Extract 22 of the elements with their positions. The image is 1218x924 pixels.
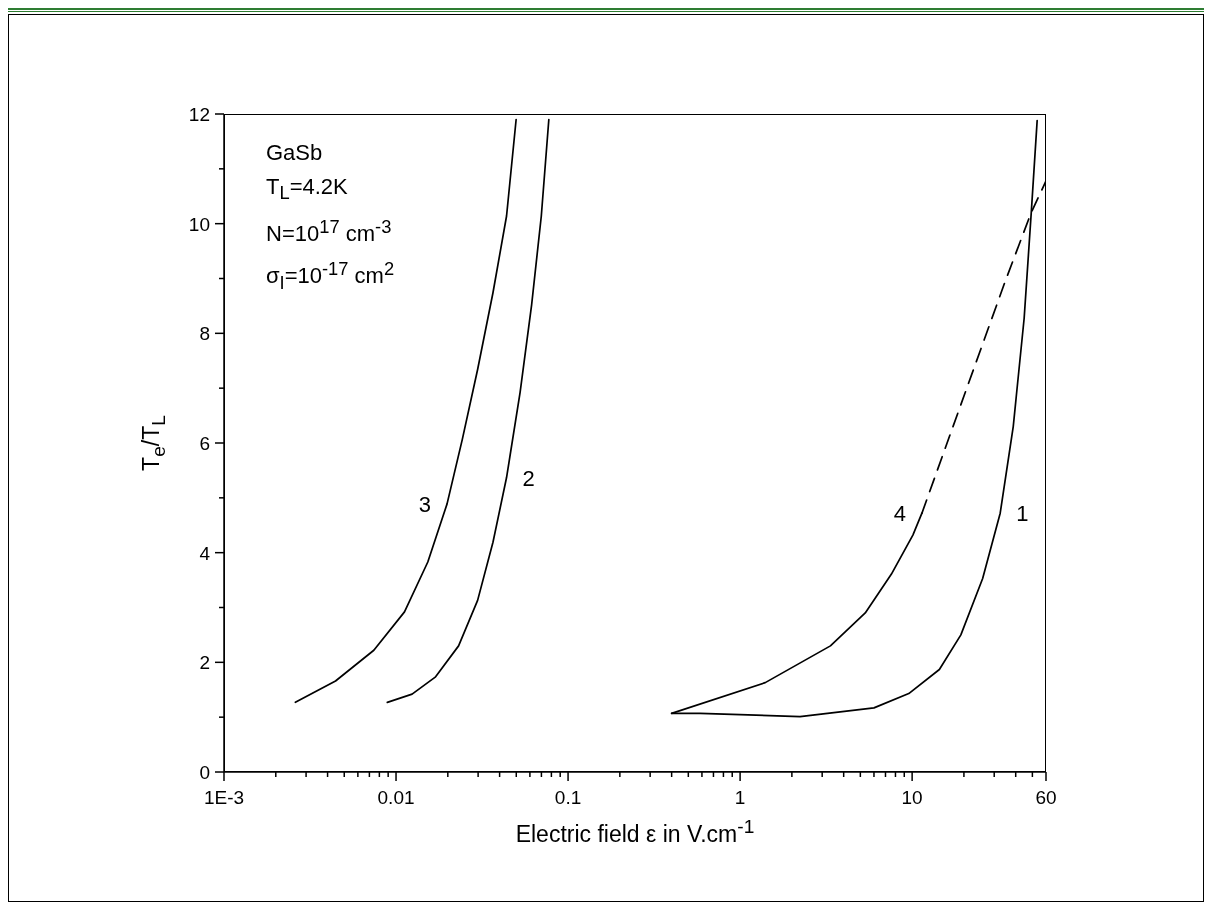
x-axis-title: Electric field ε in V.cm$^{-1}$ bbox=[514, 816, 756, 848]
series-label: 3 bbox=[418, 491, 432, 517]
annotation: T$_{L}$=4.2K bbox=[266, 173, 349, 206]
series-label: 2 bbox=[522, 465, 535, 491]
annotation: σ$_{I}$=10$^{-17}$ cm$^{2}$ bbox=[266, 256, 395, 295]
y-tick-label: 12 bbox=[188, 104, 210, 125]
y-tick-label: 0 bbox=[199, 762, 210, 783]
x-tick-label: 10 bbox=[901, 787, 923, 808]
x-tick-label: 60 bbox=[1035, 787, 1057, 808]
series-label: 4 bbox=[893, 501, 906, 527]
series-label: 1 bbox=[1016, 501, 1029, 527]
annotation: N=10$^{17}$ cm$^{-3}$ bbox=[266, 215, 393, 249]
y-tick-label: 10 bbox=[188, 213, 210, 235]
y-tick-label: 8 bbox=[199, 323, 210, 345]
x-tick-label: 0.01 bbox=[377, 787, 415, 808]
y-tick-label: 6 bbox=[199, 433, 210, 454]
x-tick-label: 1 bbox=[734, 787, 746, 808]
annotation: GaSb bbox=[266, 139, 324, 167]
x-tick-label: 1E-3 bbox=[203, 787, 245, 808]
x-tick-label: 0.1 bbox=[554, 787, 582, 808]
y-tick-label: 4 bbox=[199, 542, 211, 564]
y-tick-label: 2 bbox=[199, 652, 210, 674]
